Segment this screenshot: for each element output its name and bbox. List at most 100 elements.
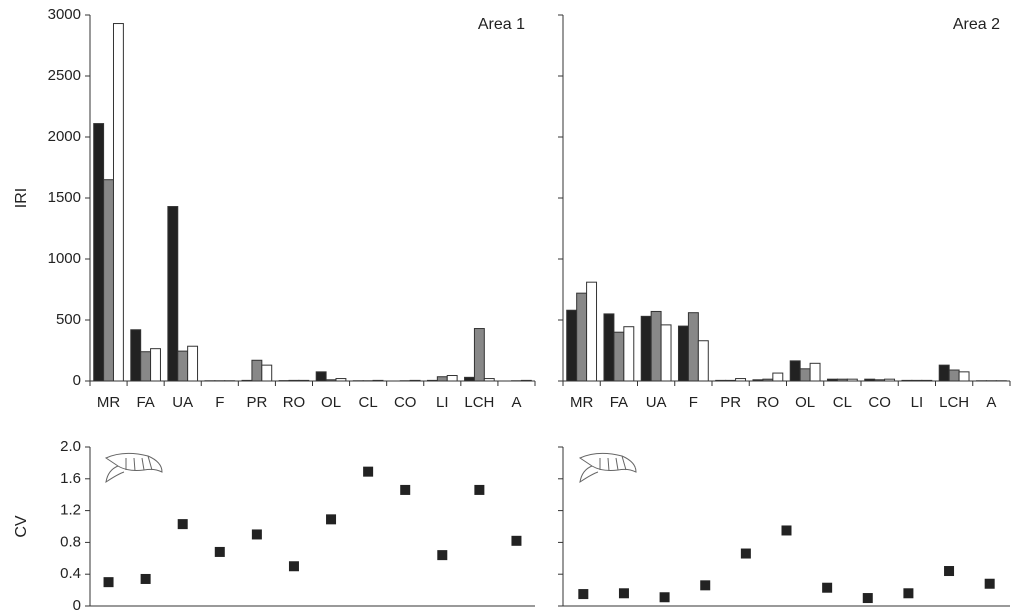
bar [799, 368, 811, 382]
marker [822, 582, 833, 593]
marker [862, 593, 873, 604]
bar [566, 309, 578, 382]
y-tick-label: 2500 [48, 67, 81, 84]
bar [473, 328, 485, 382]
bar [752, 379, 764, 382]
shrimp-icon [104, 452, 163, 484]
bar [288, 379, 300, 382]
y-tick-label: 0 [73, 372, 81, 389]
x-tick-label: RO [757, 394, 780, 411]
x-tick-label: UA [172, 394, 193, 411]
x-tick-label: MR [97, 394, 120, 411]
x-tick-label: CO [394, 394, 417, 411]
bar [372, 379, 384, 382]
bar [660, 324, 672, 382]
bar [586, 281, 598, 382]
marker [659, 592, 670, 603]
bar [697, 340, 709, 382]
bar [948, 369, 960, 382]
bar [789, 360, 801, 382]
y-tick-label: 2000 [48, 128, 81, 145]
bar [809, 362, 821, 382]
marker [903, 588, 914, 599]
bar [446, 375, 458, 382]
x-tick-label: OL [321, 394, 341, 411]
y-tick-label: 0.8 [60, 533, 81, 550]
bar [603, 313, 615, 382]
panel-title: Area 2 [953, 16, 1000, 33]
bar [241, 379, 253, 382]
bar [261, 364, 273, 382]
bar [725, 379, 737, 382]
bar [464, 376, 475, 382]
marker [700, 580, 711, 591]
bar [677, 325, 689, 382]
bar [735, 378, 747, 382]
panel-title: Area 1 [478, 16, 525, 33]
bar [846, 378, 858, 382]
bar [409, 379, 421, 382]
y-tick-label: 0.4 [60, 565, 81, 582]
x-tick-label: OL [795, 394, 815, 411]
x-tick-label: LI [436, 394, 449, 411]
x-tick-label: UA [646, 394, 667, 411]
bar [298, 379, 310, 382]
bar [436, 376, 448, 382]
y-axis-label: IRI [13, 188, 30, 208]
marker [363, 466, 374, 477]
bar [623, 326, 635, 382]
bar [251, 359, 263, 382]
bar [911, 379, 923, 382]
bar [150, 348, 161, 382]
y-tick-label: 3000 [48, 6, 81, 23]
x-tick-label: A [511, 394, 521, 411]
bar [315, 371, 327, 382]
bar [826, 378, 838, 382]
bar [103, 179, 114, 382]
x-tick-label: CL [833, 394, 852, 411]
marker [214, 546, 225, 557]
marker [740, 548, 751, 559]
bar [921, 379, 933, 382]
x-tick-label: LCH [464, 394, 494, 411]
bar [640, 315, 652, 382]
x-tick-label: CL [359, 394, 378, 411]
marker [944, 566, 955, 577]
marker [578, 589, 589, 600]
y-tick-label: 1500 [48, 189, 81, 206]
marker [781, 525, 792, 536]
bar [187, 345, 199, 382]
marker [400, 484, 411, 495]
y-tick-label: 500 [56, 311, 81, 328]
bar [130, 329, 142, 382]
bar [520, 379, 532, 382]
shrimp-icon [578, 452, 637, 484]
bar [864, 378, 876, 382]
bar [687, 312, 699, 382]
x-tick-label: FA [136, 394, 154, 411]
marker [474, 484, 485, 495]
bar [112, 23, 124, 382]
bar [874, 379, 886, 382]
y-tick-label: 1000 [48, 250, 81, 267]
y-tick-label: 1.2 [60, 502, 81, 519]
bar [772, 372, 784, 382]
bar [483, 378, 495, 382]
x-tick-label: RO [283, 394, 306, 411]
y-tick-label: 1.6 [60, 470, 81, 487]
x-tick-label: PR [720, 394, 741, 411]
y-axis-label: CV [13, 515, 30, 538]
bar [938, 364, 950, 382]
marker [103, 577, 114, 588]
bar [650, 310, 662, 382]
bar [762, 378, 774, 382]
y-tick-label: 0 [73, 597, 81, 614]
x-tick-label: LCH [939, 394, 969, 411]
bar [167, 206, 179, 382]
x-tick-label: A [986, 394, 996, 411]
marker [326, 514, 337, 525]
bar [140, 351, 152, 382]
marker [618, 588, 629, 599]
y-tick-label: 2.0 [60, 438, 81, 455]
